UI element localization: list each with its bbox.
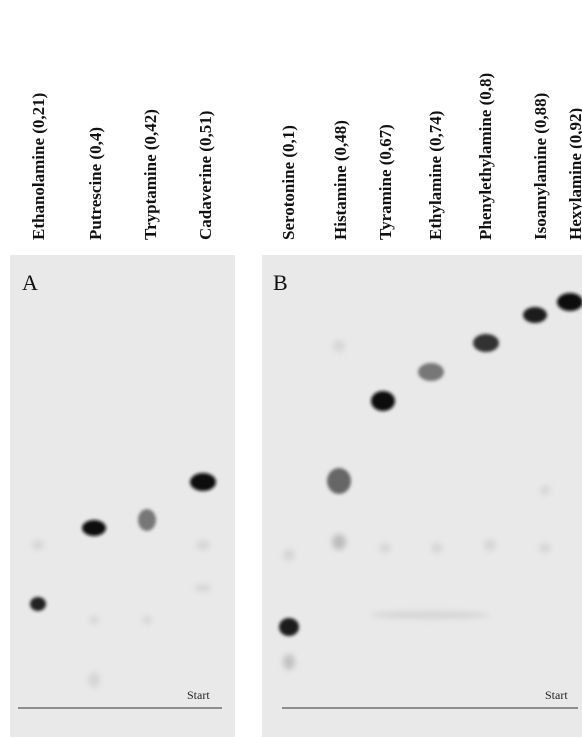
- lane-label: Phenylethylamine (0,8): [476, 73, 495, 240]
- start-label: Start: [187, 688, 210, 702]
- lane-label: Tryptamine (0,42): [141, 109, 160, 240]
- lane-label: Histamine (0,48): [331, 120, 350, 240]
- lane-label: Ethanolamine (0,21): [29, 93, 48, 240]
- lane-label: Ethylamine (0,74): [426, 111, 445, 240]
- lane-label: Serotonine (0,1): [279, 125, 298, 240]
- plate-b: [262, 255, 582, 737]
- faint-spots: [32, 340, 551, 688]
- start-label: Start: [545, 688, 568, 702]
- panel-letter: A: [22, 270, 38, 295]
- lane-label: Cadaverine (0,51): [196, 111, 215, 240]
- lane-label: Tyramine (0,67): [376, 124, 395, 240]
- spots: [30, 293, 582, 636]
- lane-label: Isoamylamine (0,88): [531, 93, 550, 240]
- plate-a: [10, 255, 235, 737]
- panel-letter: B: [273, 270, 288, 295]
- lane-label: Putrescine (0,4): [86, 127, 105, 240]
- lane-labels: Ethanolamine (0,21) Putrescine (0,4) Trypt…: [29, 73, 582, 240]
- lane-label: Hexylamine (0,92): [566, 108, 582, 240]
